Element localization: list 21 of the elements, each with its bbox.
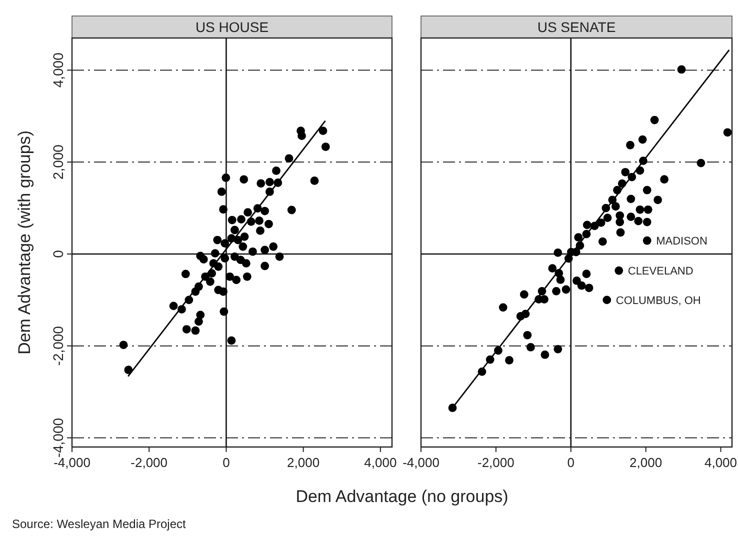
y-tick-label: -2,000 — [50, 326, 66, 366]
y-axis-title: Dem Advantage (with groups) — [15, 130, 34, 354]
x-tick-label: 2,000 — [630, 455, 662, 470]
x-tick-label: -2,000 — [130, 455, 168, 470]
x-tick-label: 0 — [222, 455, 230, 470]
annotation: MADISON — [656, 236, 708, 248]
chart-title: US HOUSE — [195, 19, 269, 35]
x-axis-title: Dem Advantage (no groups) — [296, 487, 508, 506]
source-note: Source: Wesleyan Media Project — [12, 517, 187, 531]
x-tick-label: 2,000 — [287, 455, 320, 470]
annotation: CLEVELAND — [628, 266, 694, 278]
x-tick-label: -4,000 — [402, 455, 440, 470]
annotation: COLUMBUS, OH — [616, 294, 701, 307]
y-tick-label: 0 — [50, 250, 66, 258]
x-tick-label: -2,000 — [478, 455, 514, 470]
x-tick-label: 0 — [567, 455, 574, 470]
y-tick-label: 2,000 — [50, 144, 66, 180]
y-tick-label: 4,000 — [50, 52, 66, 88]
x-tick-label: 4,000 — [364, 455, 397, 470]
chart-title: US SENATE — [537, 19, 616, 35]
x-tick-label: 4,000 — [704, 455, 738, 470]
